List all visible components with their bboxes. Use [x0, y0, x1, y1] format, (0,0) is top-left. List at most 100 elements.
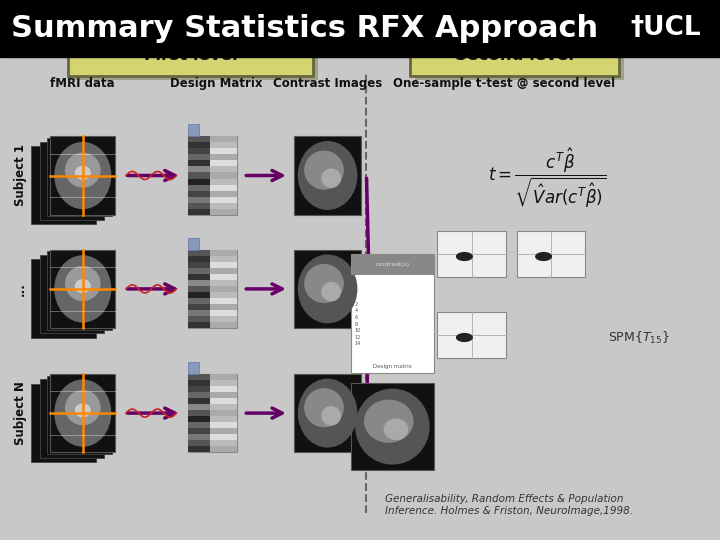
Bar: [188, 304, 210, 310]
Bar: [188, 286, 210, 292]
Bar: [188, 386, 210, 392]
Ellipse shape: [304, 151, 344, 190]
Bar: [188, 172, 210, 179]
Bar: [210, 298, 237, 304]
Bar: [188, 310, 210, 316]
Bar: [188, 197, 210, 202]
Bar: [210, 410, 237, 416]
Bar: [188, 166, 210, 172]
Bar: [188, 274, 210, 280]
Bar: [210, 249, 237, 256]
Ellipse shape: [75, 166, 91, 180]
Bar: [351, 254, 434, 373]
Bar: [210, 316, 237, 322]
Bar: [188, 208, 210, 214]
Ellipse shape: [384, 418, 408, 440]
Ellipse shape: [54, 142, 112, 209]
Bar: [188, 322, 210, 328]
Bar: [50, 136, 115, 214]
Ellipse shape: [75, 403, 91, 417]
Ellipse shape: [456, 252, 473, 261]
Bar: [210, 380, 237, 386]
Bar: [188, 160, 210, 166]
Bar: [188, 256, 210, 262]
Text: 2
4
6
8
10
12
14: 2 4 6 8 10 12 14: [355, 302, 361, 346]
Bar: [210, 197, 237, 202]
Bar: [210, 274, 237, 280]
Bar: [188, 268, 210, 274]
Text: Generalisability, Random Effects & Population
Inference. Holmes & Friston, Neuro: Generalisability, Random Effects & Popul…: [385, 494, 633, 516]
Bar: [48, 376, 112, 454]
Bar: [210, 166, 237, 172]
Bar: [188, 249, 210, 256]
Bar: [210, 422, 237, 428]
Bar: [188, 249, 237, 328]
Bar: [210, 280, 237, 286]
Bar: [188, 191, 210, 197]
Text: One-sample t-test @ second level: One-sample t-test @ second level: [393, 77, 615, 90]
Bar: [31, 383, 96, 462]
FancyBboxPatch shape: [68, 35, 313, 76]
Bar: [188, 298, 210, 304]
Bar: [294, 249, 361, 328]
Bar: [210, 434, 237, 440]
Ellipse shape: [535, 252, 552, 261]
FancyBboxPatch shape: [410, 35, 619, 76]
Bar: [188, 154, 210, 160]
Bar: [188, 440, 210, 446]
Bar: [210, 172, 237, 179]
Bar: [188, 392, 210, 398]
Ellipse shape: [304, 264, 344, 303]
Ellipse shape: [298, 254, 357, 323]
Bar: [40, 379, 104, 458]
Bar: [188, 148, 210, 154]
Bar: [210, 440, 237, 446]
Bar: [0, 0, 720, 57]
Ellipse shape: [75, 279, 91, 293]
Bar: [188, 362, 199, 374]
Ellipse shape: [298, 379, 357, 448]
Ellipse shape: [54, 255, 112, 322]
Bar: [210, 310, 237, 316]
Ellipse shape: [321, 406, 341, 426]
Bar: [210, 143, 237, 148]
Bar: [210, 416, 237, 422]
Bar: [50, 374, 115, 453]
FancyBboxPatch shape: [415, 39, 624, 80]
Bar: [210, 191, 237, 197]
Bar: [31, 260, 96, 338]
Bar: [210, 392, 237, 398]
Text: ...: ...: [14, 282, 27, 296]
Bar: [188, 238, 199, 249]
Bar: [188, 262, 210, 268]
Bar: [210, 428, 237, 434]
Ellipse shape: [65, 390, 101, 426]
Bar: [188, 136, 210, 143]
Bar: [210, 202, 237, 208]
Ellipse shape: [321, 168, 341, 188]
Ellipse shape: [304, 388, 344, 427]
Ellipse shape: [364, 400, 413, 443]
Bar: [188, 374, 237, 453]
Bar: [210, 322, 237, 328]
Bar: [210, 268, 237, 274]
Bar: [210, 160, 237, 166]
Text: Design Matrix: Design Matrix: [170, 77, 262, 90]
Bar: [188, 404, 210, 410]
Bar: [438, 231, 505, 276]
Bar: [210, 208, 237, 214]
Bar: [188, 280, 210, 286]
Bar: [210, 262, 237, 268]
Bar: [188, 428, 210, 434]
Ellipse shape: [298, 141, 357, 210]
Bar: [50, 249, 115, 328]
Bar: [48, 252, 112, 329]
Text: Second level: Second level: [455, 46, 575, 64]
Bar: [210, 446, 237, 453]
Text: contrast(s): contrast(s): [375, 262, 410, 267]
Text: Subject 1: Subject 1: [14, 145, 27, 206]
Bar: [294, 136, 361, 214]
Bar: [188, 202, 210, 208]
Bar: [210, 304, 237, 310]
Bar: [351, 254, 434, 275]
